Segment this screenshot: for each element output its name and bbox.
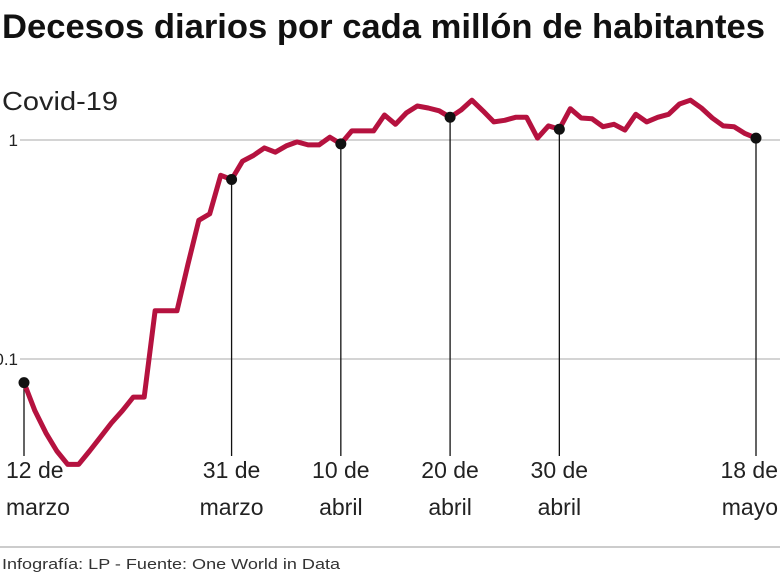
x-label-month: abril <box>428 494 471 520</box>
markers <box>18 111 762 389</box>
x-label-day: 18 de <box>720 457 778 483</box>
chart-title: Decesos diarios por cada millón de habit… <box>2 8 765 46</box>
y-tick-label: 1 <box>9 131 18 150</box>
x-label-day: 30 de <box>531 457 589 483</box>
x-labels: 12 de marzo 31 de marzo 10 de abril 20 de abril… <box>6 457 778 520</box>
x-label-month: abril <box>319 494 362 520</box>
gridlines: 10.1 <box>0 131 780 369</box>
footer-source: Infografía: LP - Fuente: One World in Da… <box>2 556 341 573</box>
data-point-marker <box>750 132 762 144</box>
marker-lines <box>23 117 757 456</box>
data-point-marker <box>335 138 347 150</box>
series-line <box>21 97 757 467</box>
data-point-marker <box>553 123 565 135</box>
chart-subtitle: Covid-19 <box>2 86 118 116</box>
x-label-month: marzo <box>200 494 264 520</box>
x-label-day: 10 de <box>312 457 370 483</box>
x-label-day: 12 de <box>6 457 64 483</box>
x-label-day: 31 de <box>203 457 261 483</box>
x-label-month: mayo <box>722 494 778 520</box>
y-tick-label: 0.1 <box>0 350 18 369</box>
x-label-day: 20 de <box>421 457 479 483</box>
x-label-month: abril <box>538 494 581 520</box>
data-point-marker <box>226 174 238 186</box>
data-point-marker <box>18 377 30 389</box>
data-point-marker <box>444 111 456 123</box>
x-label-month: marzo <box>6 494 70 520</box>
